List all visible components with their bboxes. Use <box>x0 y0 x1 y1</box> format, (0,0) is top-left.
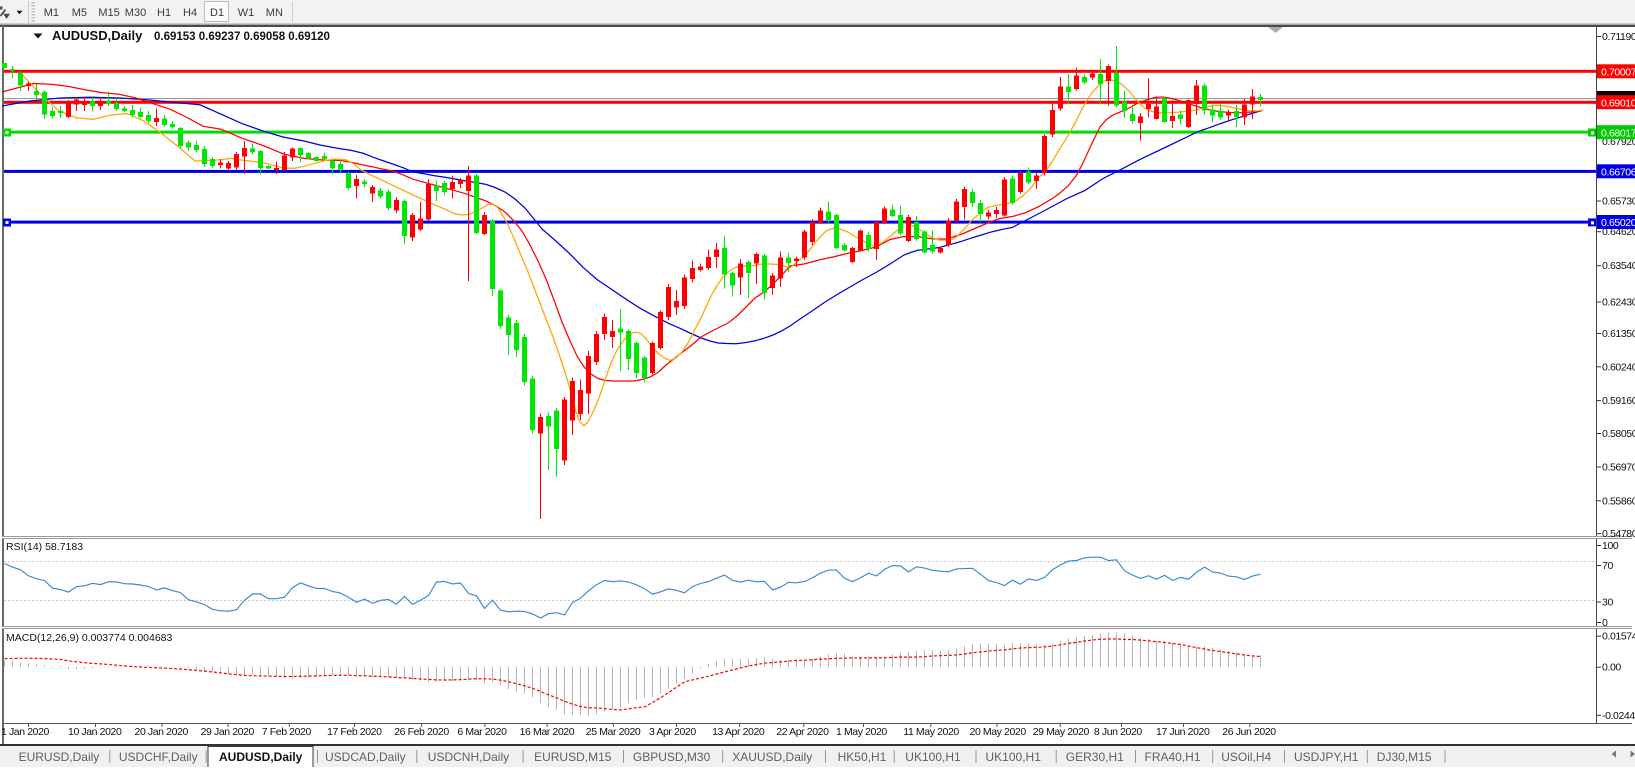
svg-text:0.69010: 0.69010 <box>1601 97 1635 109</box>
svg-text:H1: H1 <box>157 7 171 19</box>
svg-text:17 Jun 2020: 17 Jun 2020 <box>1156 726 1210 738</box>
svg-text:UK100,H1: UK100,H1 <box>986 750 1042 764</box>
svg-text:0.65730: 0.65730 <box>1602 196 1635 208</box>
svg-text:0.70007: 0.70007 <box>1601 67 1635 79</box>
svg-text:USOil,H4: USOil,H4 <box>1221 750 1271 764</box>
svg-text:USDCAD,Daily: USDCAD,Daily <box>325 750 406 764</box>
svg-text:70: 70 <box>1602 560 1613 572</box>
svg-text:0.66706: 0.66706 <box>1601 167 1635 179</box>
svg-text:0.61350: 0.61350 <box>1602 328 1635 340</box>
svg-text:USDCHF,Daily: USDCHF,Daily <box>119 750 198 764</box>
svg-text:1 Jan 2020: 1 Jan 2020 <box>1 726 50 738</box>
svg-text:0: 0 <box>1602 617 1608 629</box>
svg-text:MN: MN <box>266 7 283 19</box>
svg-text:11 May 2020: 11 May 2020 <box>903 726 959 738</box>
svg-text:0.62430: 0.62430 <box>1602 297 1635 309</box>
svg-text:GER30,H1: GER30,H1 <box>1066 750 1124 764</box>
svg-text:30: 30 <box>1602 597 1613 609</box>
svg-text:10 Jan 2020: 10 Jan 2020 <box>68 726 122 738</box>
svg-text:26 Feb 2020: 26 Feb 2020 <box>394 726 449 738</box>
svg-text:AUDUSD,Daily: AUDUSD,Daily <box>52 28 143 43</box>
svg-text:FRA40,H1: FRA40,H1 <box>1145 750 1201 764</box>
svg-text:20 May 2020: 20 May 2020 <box>970 726 1027 738</box>
svg-text:26 Jun 2020: 26 Jun 2020 <box>1222 726 1276 738</box>
svg-text:17 Feb 2020: 17 Feb 2020 <box>327 726 382 738</box>
svg-text:0.65020: 0.65020 <box>1601 217 1635 229</box>
svg-text:RSI(14) 58.7183: RSI(14) 58.7183 <box>6 541 83 553</box>
svg-text:8 Jun 2020: 8 Jun 2020 <box>1094 726 1143 738</box>
svg-text:7 Feb 2020: 7 Feb 2020 <box>262 726 312 738</box>
svg-text:1 May 2020: 1 May 2020 <box>836 726 887 738</box>
svg-text:0.54780: 0.54780 <box>1602 528 1635 540</box>
svg-text:-0.024411: -0.024411 <box>1602 710 1635 722</box>
svg-text:0.59160: 0.59160 <box>1602 395 1635 407</box>
svg-text:0.69153 0.69237 0.69058 0.6912: 0.69153 0.69237 0.69058 0.69120 <box>154 31 330 43</box>
svg-text:0.64620: 0.64620 <box>1602 226 1635 238</box>
svg-text:HK50,H1: HK50,H1 <box>838 750 887 764</box>
svg-text:20 Jan 2020: 20 Jan 2020 <box>135 726 189 738</box>
svg-text:EURUSD,M15: EURUSD,M15 <box>534 750 612 764</box>
svg-text:W1: W1 <box>238 7 255 19</box>
svg-text:25 Mar 2020: 25 Mar 2020 <box>586 726 641 738</box>
svg-text:13 Apr 2020: 13 Apr 2020 <box>712 726 765 738</box>
svg-text:3 Apr 2020: 3 Apr 2020 <box>649 726 696 738</box>
svg-text:0.56970: 0.56970 <box>1602 462 1635 474</box>
svg-text:GBPUSD,M30: GBPUSD,M30 <box>633 750 711 764</box>
svg-text:6 Mar 2020: 6 Mar 2020 <box>457 726 507 738</box>
svg-text:M1: M1 <box>44 7 59 19</box>
svg-text:D1: D1 <box>210 7 224 19</box>
svg-text:0.71190: 0.71190 <box>1602 31 1635 43</box>
svg-text:H4: H4 <box>183 7 197 19</box>
svg-text:MACD(12,26,9) 0.003774 0.00468: MACD(12,26,9) 0.003774 0.004683 <box>6 632 173 644</box>
svg-text:0.68017: 0.68017 <box>1601 127 1635 139</box>
svg-text:AUDUSD,Daily: AUDUSD,Daily <box>219 750 303 764</box>
svg-text:M15: M15 <box>98 7 119 19</box>
svg-text:0.63540: 0.63540 <box>1602 260 1635 272</box>
svg-text:22 Apr 2020: 22 Apr 2020 <box>776 726 829 738</box>
svg-text:0.55860: 0.55860 <box>1602 495 1635 507</box>
svg-text:0.60240: 0.60240 <box>1602 361 1635 373</box>
svg-text:DJ30,M15: DJ30,M15 <box>1377 750 1432 764</box>
svg-text:USDCNH,Daily: USDCNH,Daily <box>428 750 509 764</box>
svg-text:EURUSD,Daily: EURUSD,Daily <box>19 750 100 764</box>
svg-text:16 Mar 2020: 16 Mar 2020 <box>520 726 575 738</box>
svg-text:29 May 2020: 29 May 2020 <box>1033 726 1090 738</box>
svg-text:100: 100 <box>1602 540 1619 552</box>
svg-text:M5: M5 <box>72 7 87 19</box>
svg-text:XAUUSD,Daily: XAUUSD,Daily <box>732 750 812 764</box>
svg-text:0.58050: 0.58050 <box>1602 428 1635 440</box>
svg-text:M30: M30 <box>125 7 146 19</box>
svg-text:USDJPY,H1: USDJPY,H1 <box>1294 750 1359 764</box>
svg-text:29 Jan 2020: 29 Jan 2020 <box>201 726 255 738</box>
svg-text:0.00: 0.00 <box>1602 662 1621 674</box>
svg-text:0.015741: 0.015741 <box>1602 631 1635 643</box>
svg-text:UK100,H1: UK100,H1 <box>905 750 961 764</box>
